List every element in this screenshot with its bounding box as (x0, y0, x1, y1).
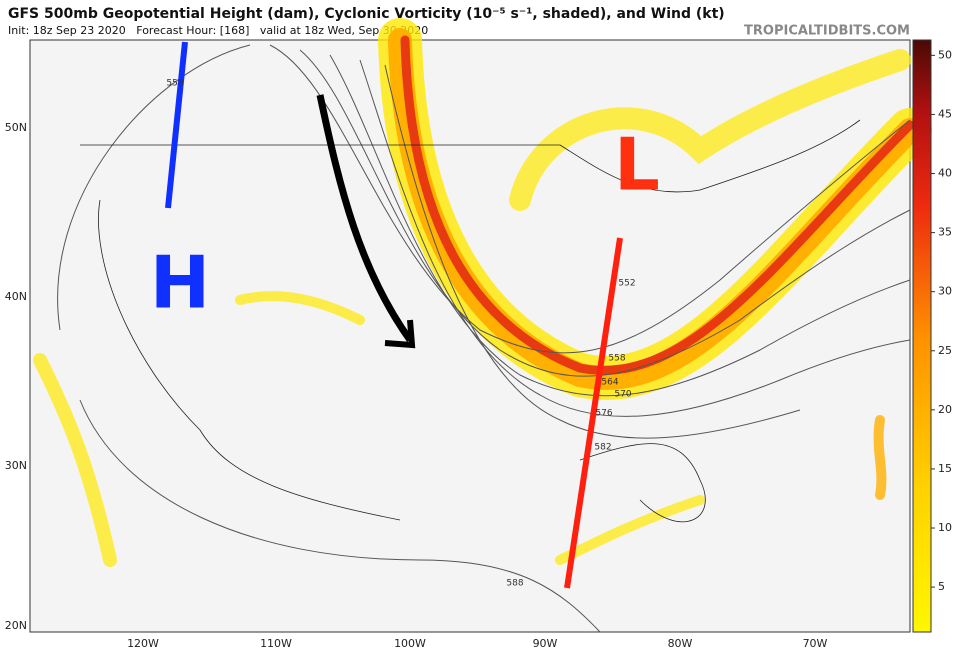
contour-label: 588 (506, 579, 523, 589)
subtitle: Init: 18z Sep 23 2020 Forecast Hour: [16… (8, 24, 428, 37)
height-contours (57, 44, 911, 633)
low-marker: L (614, 123, 660, 207)
colorbar-label: 30 (938, 285, 952, 298)
map-frame (29, 39, 911, 633)
colorbar-label: 15 (938, 462, 952, 475)
latitude-label: 20N (5, 619, 27, 632)
contour-label: 570 (614, 390, 631, 400)
colorbar-label: 45 (938, 107, 952, 120)
longitude-label: 120W (127, 637, 159, 650)
longitude-label: 100W (394, 637, 426, 650)
flow-arrow-head (384, 319, 416, 349)
latitude-label: 30N (5, 459, 27, 472)
latitude-label: 40N (5, 290, 27, 303)
longitude-label: 110W (260, 637, 292, 650)
ridge-axis (165, 41, 188, 209)
colorbar-label: 35 (938, 226, 952, 239)
colorbar-label: 25 (938, 344, 952, 357)
longitude-label: 70W (803, 637, 828, 650)
contour-label: 552 (618, 279, 635, 289)
longitude-label: 90W (533, 637, 558, 650)
latitude-label: 50N (5, 121, 27, 134)
title: GFS 500mb Geopotential Height (dam), Cyc… (8, 6, 725, 22)
colorbar-label: 5 (938, 580, 945, 593)
contour-label: 558 (166, 79, 183, 89)
contour-label: 564 (601, 378, 618, 388)
high-marker: H (150, 241, 210, 325)
trough-axis (564, 237, 623, 589)
colorbar-label: 40 (938, 167, 952, 180)
map-area: H L (29, 18, 932, 633)
colorbar-label: 50 (938, 48, 952, 61)
contour-label: 558 (608, 354, 625, 364)
contour-label: 582 (594, 443, 611, 453)
boundaries (80, 119, 861, 523)
colorbar-label: 20 (938, 403, 952, 416)
longitude-label: 80W (668, 637, 693, 650)
vorticity-shading (33, 18, 932, 567)
colorbar (912, 39, 932, 633)
source: TROPICALTIDBITS.COM (744, 24, 910, 39)
contour-label: 576 (595, 409, 612, 419)
colorbar-label: 10 (938, 521, 952, 534)
flow-arrow (316, 94, 413, 343)
